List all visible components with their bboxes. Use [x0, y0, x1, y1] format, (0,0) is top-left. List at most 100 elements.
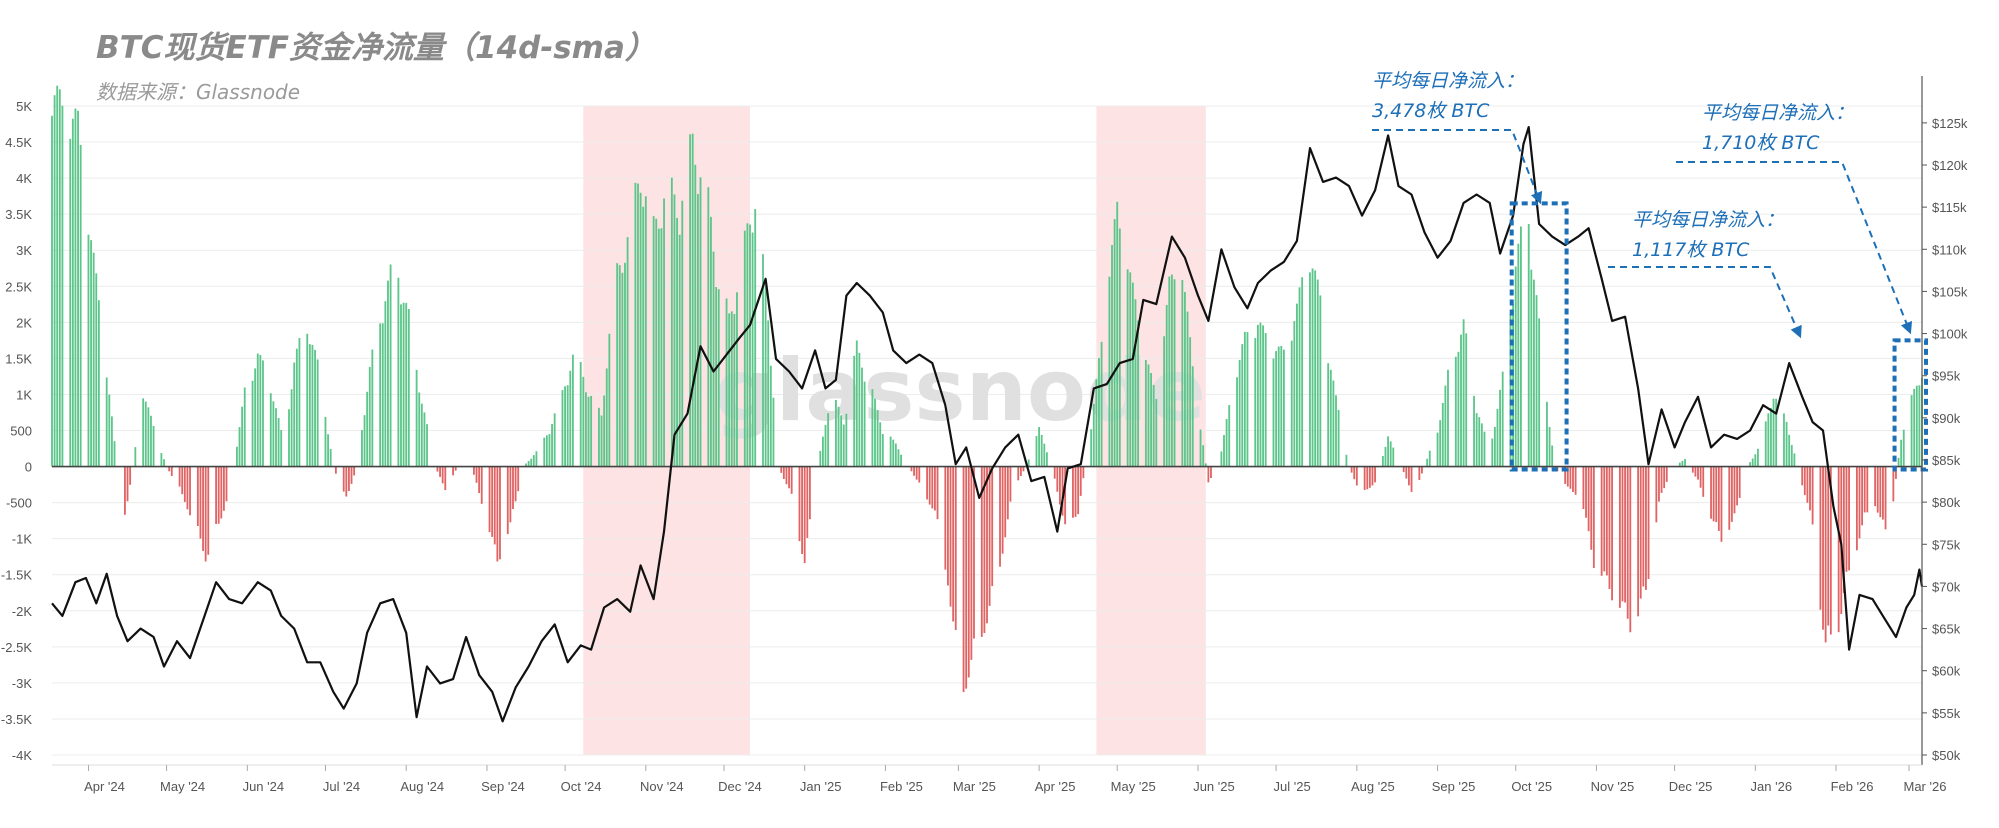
flow-bar	[1785, 421, 1788, 467]
flow-bar	[160, 453, 163, 467]
flow-bar	[293, 362, 296, 467]
flow-bar	[710, 216, 712, 467]
flow-bar	[1022, 466, 1025, 472]
flow-bar	[782, 466, 785, 479]
flow-bar	[626, 237, 629, 467]
flow-bar	[1587, 466, 1590, 532]
flow-bar	[655, 218, 658, 467]
x-tick-label: Mar '25	[953, 779, 996, 794]
flow-bar	[889, 436, 892, 467]
flow-bar	[168, 466, 171, 472]
flow-bar	[144, 401, 147, 467]
y-right-tick-label: $115k	[1932, 200, 1967, 215]
flow-bar	[439, 466, 441, 477]
flow-bar	[1040, 434, 1043, 467]
flow-bar	[1658, 466, 1660, 502]
flow-bar	[947, 466, 949, 586]
flow-bar	[397, 277, 400, 467]
y-right-tick-label: $120k	[1932, 158, 1968, 173]
flow-bar	[1381, 456, 1384, 467]
x-tick-label: Jan '25	[800, 779, 842, 794]
y-right-tick-label: $110k	[1932, 242, 1967, 257]
flow-bar	[1546, 401, 1548, 467]
flow-bar	[1702, 466, 1705, 497]
flow-bar	[105, 377, 108, 467]
flow-bar	[881, 433, 884, 467]
flow-bar	[535, 451, 538, 467]
flow-bar	[525, 463, 527, 467]
y-right-tick-label: $100k	[1932, 327, 1968, 342]
flow-bar	[657, 228, 660, 467]
flow-bar	[441, 466, 444, 484]
x-tick-label: Apr '24	[84, 779, 125, 794]
y-left-tick-label: 1.5K	[5, 351, 32, 366]
flow-bar	[1902, 429, 1905, 467]
highlight-box-1	[1892, 338, 1929, 472]
flow-bar	[506, 466, 509, 535]
flow-bar	[762, 254, 764, 467]
flow-bar	[936, 466, 939, 520]
flow-bar	[548, 434, 551, 467]
flow-bar	[384, 301, 387, 467]
flow-bar	[790, 466, 793, 494]
flow-bar	[553, 413, 556, 467]
flow-bar	[1384, 446, 1387, 467]
flow-bar	[1710, 466, 1712, 519]
flow-bar	[785, 466, 788, 485]
flow-bar	[1374, 466, 1376, 483]
flow-bar	[1220, 451, 1223, 467]
flow-bar	[196, 466, 199, 526]
flow-bar	[1282, 349, 1285, 467]
flow-bar	[1355, 466, 1358, 486]
flow-bar	[1009, 466, 1012, 502]
annotation-arrow-1	[1608, 266, 1802, 339]
flow-bar	[1699, 466, 1702, 488]
flow-bar	[1444, 385, 1447, 467]
flow-bar	[754, 209, 757, 467]
flow-bar	[1272, 358, 1275, 467]
flow-bar	[801, 466, 803, 554]
flow-bar	[1129, 272, 1132, 467]
flow-bar	[824, 424, 827, 467]
flow-bar	[780, 466, 783, 473]
flow-bar	[543, 437, 546, 467]
flow-bar	[1608, 466, 1611, 589]
flow-bar	[1027, 459, 1030, 467]
flow-bar	[1566, 466, 1569, 487]
flow-bar	[1642, 466, 1645, 587]
flow-bar	[1660, 466, 1663, 493]
flow-bar	[712, 251, 715, 467]
flow-bar	[1572, 466, 1574, 493]
flow-bar	[1678, 462, 1681, 467]
flow-bar	[1720, 466, 1723, 542]
flow-bar	[1311, 268, 1314, 467]
flow-bar	[855, 340, 858, 467]
flow-bar	[71, 118, 74, 467]
flow-bar	[363, 415, 366, 467]
flow-bar	[1262, 325, 1264, 467]
x-tick-label: Jun '25	[1193, 779, 1235, 794]
flow-bar	[324, 417, 327, 467]
flow-bar	[1520, 226, 1522, 467]
flow-bar	[642, 206, 645, 467]
flow-bar	[1783, 413, 1785, 467]
flow-bar	[1829, 466, 1832, 635]
flow-bar	[1876, 466, 1879, 513]
flow-bar	[243, 387, 246, 467]
flow-bar	[696, 194, 699, 467]
y-left-tick-label: 3.5K	[5, 207, 32, 222]
y-right-tick-label: $125k	[1932, 116, 1968, 131]
flow-bar	[1387, 436, 1389, 467]
flow-bar	[1863, 466, 1866, 513]
flow-bar	[199, 466, 202, 539]
flow-bar	[928, 466, 931, 505]
flow-bar	[220, 466, 223, 519]
flow-bar	[69, 138, 72, 467]
flow-bar	[488, 466, 491, 533]
flow-bar	[311, 344, 314, 467]
flow-bar	[663, 198, 665, 467]
flow-bar	[1181, 279, 1184, 467]
annotation-oct25: 平均每日净流入： 3,478枚 BTC	[1372, 66, 1524, 126]
flow-bar	[545, 435, 548, 467]
flow-bar	[767, 320, 770, 467]
